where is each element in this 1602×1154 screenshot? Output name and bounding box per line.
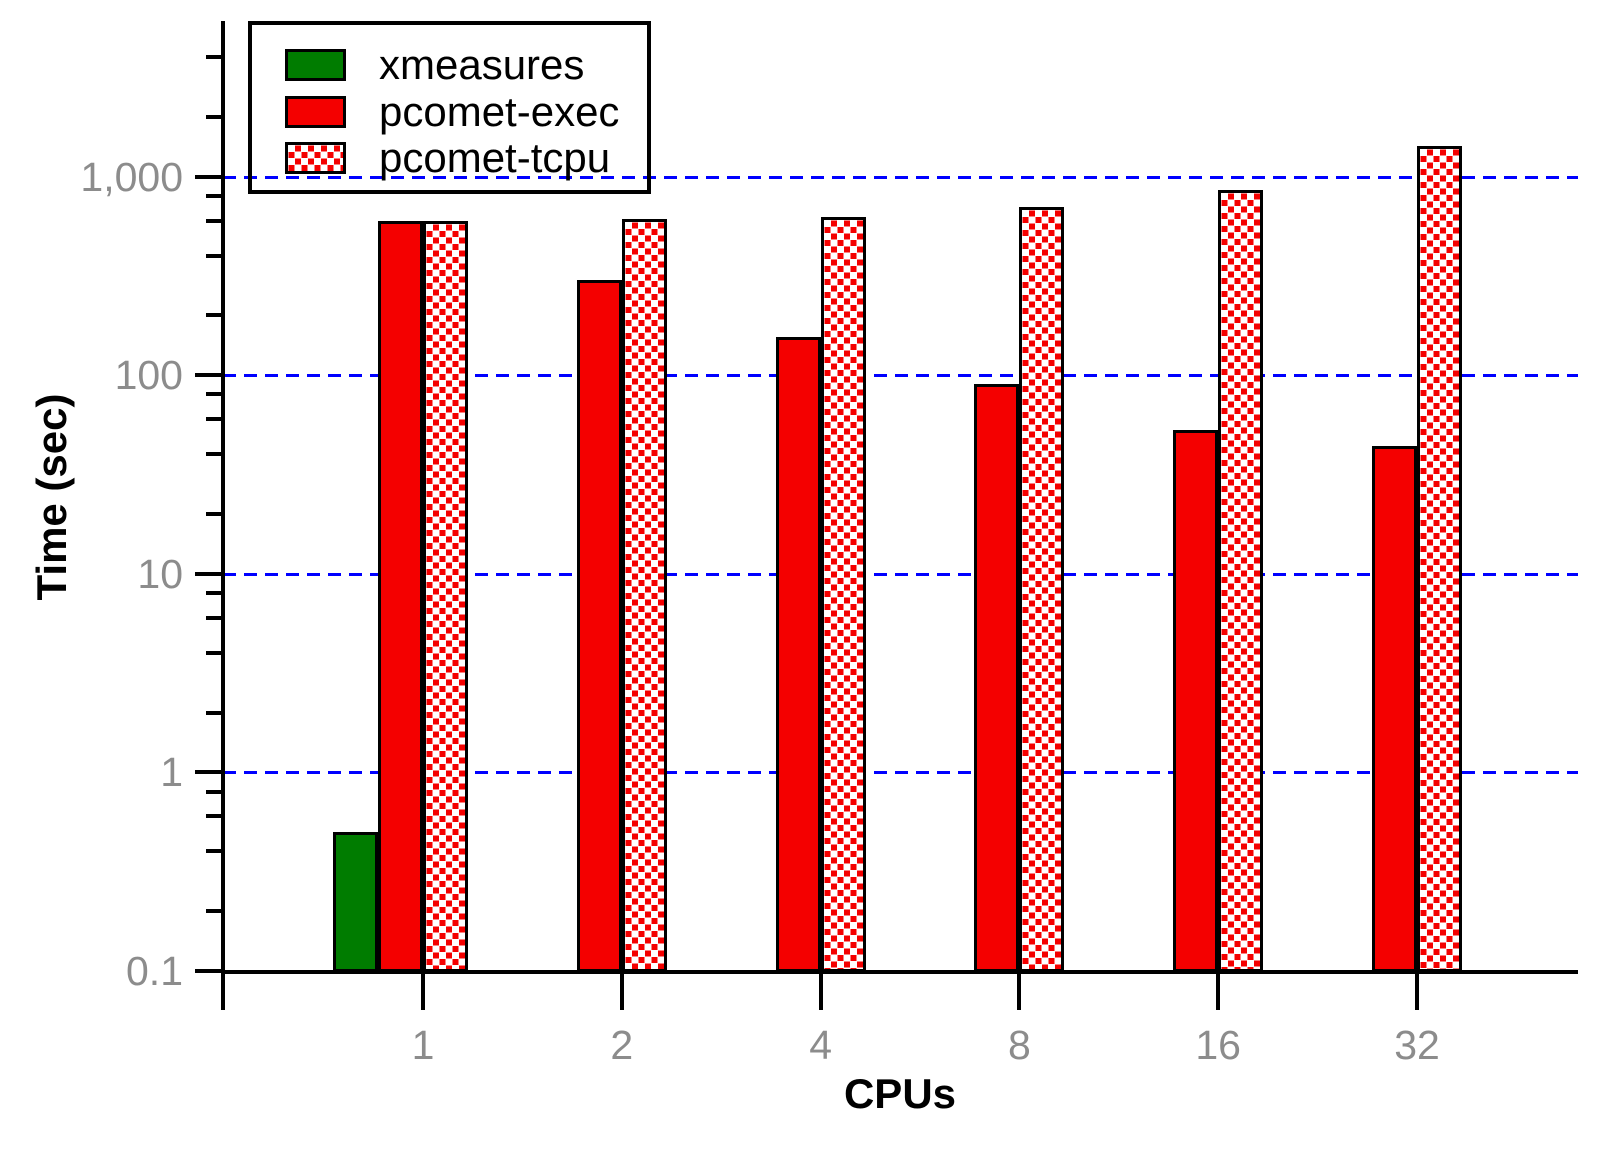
y-major-tick-1,000 xyxy=(195,174,223,179)
legend-swatch-xmeasures xyxy=(285,49,346,81)
x-tick-2 xyxy=(619,970,624,1010)
bar-pcomet-tcpu-2cpu xyxy=(621,219,667,972)
legend-swatch-pcomet-exec xyxy=(285,96,346,128)
bar-pcomet-exec-2cpu xyxy=(576,280,622,972)
y-minor-tick-600 xyxy=(206,218,223,223)
y-axis-title: Time (sec) xyxy=(28,393,75,601)
y-gridline-100 xyxy=(223,374,1578,378)
x-tick-label-8: 8 xyxy=(1007,1022,1031,1068)
y-minor-tick-200 xyxy=(206,313,223,318)
y-minor-tick-0.6000000000000001 xyxy=(206,814,223,819)
y-minor-tick-80 xyxy=(206,392,223,397)
x-axis-line xyxy=(221,970,1578,974)
y-minor-tick-0.2 xyxy=(206,909,223,914)
y-tick-label-1: 1 xyxy=(160,749,183,796)
y-minor-tick-60 xyxy=(206,417,223,422)
x-tick-16 xyxy=(1216,970,1221,1010)
y-tick-label-10: 10 xyxy=(137,550,183,597)
bar-pcomet-tcpu-1cpu xyxy=(423,220,468,972)
bar-pcomet-tcpu-16cpu xyxy=(1218,189,1264,972)
x-tick-32 xyxy=(1415,970,1419,1010)
y-minor-tick-0.8 xyxy=(206,789,223,794)
y-minor-tick-800 xyxy=(206,193,223,198)
x-tick-1 xyxy=(421,970,425,1010)
bar-pcomet-tcpu-32cpu xyxy=(1417,145,1462,972)
bar-pcomet-exec-1cpu xyxy=(378,220,423,972)
y-minor-tick-2 xyxy=(206,710,223,715)
y-minor-tick-4 xyxy=(206,650,223,655)
x-tick-8 xyxy=(1017,970,1022,1010)
legend-label-xmeasures: xmeasures xyxy=(379,41,585,88)
bar-pcomet-exec-16cpu xyxy=(1173,429,1219,972)
x-tick-label-1: 1 xyxy=(411,1022,435,1068)
x-tick-label-2: 2 xyxy=(610,1022,634,1068)
y-minor-tick-20 xyxy=(206,512,223,516)
y-minor-tick-4000 xyxy=(206,55,223,60)
x-tick-label-16: 16 xyxy=(1195,1022,1241,1068)
y-minor-tick-0.4 xyxy=(206,849,223,854)
y-tick-label-1,000: 1,000 xyxy=(80,153,183,200)
y-axis-line xyxy=(221,21,225,974)
y-major-tick-0.1 xyxy=(195,969,223,973)
bar-pcomet-exec-32cpu xyxy=(1372,446,1417,972)
bar-xmeasures-1cpu xyxy=(333,832,378,972)
y-major-tick-100 xyxy=(195,373,223,378)
y-minor-tick-6 xyxy=(206,615,223,620)
legend-swatch-pcomet-tcpu xyxy=(285,142,346,174)
y-gridline-1 xyxy=(223,771,1578,775)
x-tick-label-32: 32 xyxy=(1394,1022,1440,1068)
legend-label-pcomet-tcpu: pcomet-tcpu xyxy=(379,134,611,181)
y-gridline-1000 xyxy=(223,175,1578,179)
bar-pcomet-exec-4cpu xyxy=(775,337,821,972)
x-tick-label-4: 4 xyxy=(809,1022,832,1068)
y-gridline-10 xyxy=(223,572,1578,576)
y-tick-label-0.1: 0.1 xyxy=(126,948,183,994)
x-axis-title: CPUs xyxy=(843,1070,957,1117)
y-major-tick-1 xyxy=(195,770,223,775)
bar-pcomet-tcpu-8cpu xyxy=(1019,207,1065,972)
y-major-tick-10 xyxy=(195,571,223,576)
x-tick-4 xyxy=(818,970,823,1010)
y-minor-tick-400 xyxy=(206,253,223,258)
bar-pcomet-exec-8cpu xyxy=(974,384,1020,972)
y-minor-tick-8 xyxy=(206,591,223,596)
y-tick-label-100: 100 xyxy=(114,352,183,399)
y-minor-tick-2000 xyxy=(206,114,223,119)
x-origin-tick xyxy=(221,970,225,1010)
legend-label-pcomet-exec: pcomet-exec xyxy=(379,88,620,135)
y-minor-tick-40 xyxy=(206,452,223,457)
bar-pcomet-tcpu-4cpu xyxy=(820,217,866,972)
legend: xmeasures pcomet-exec pcomet-tcpu xyxy=(248,21,651,194)
